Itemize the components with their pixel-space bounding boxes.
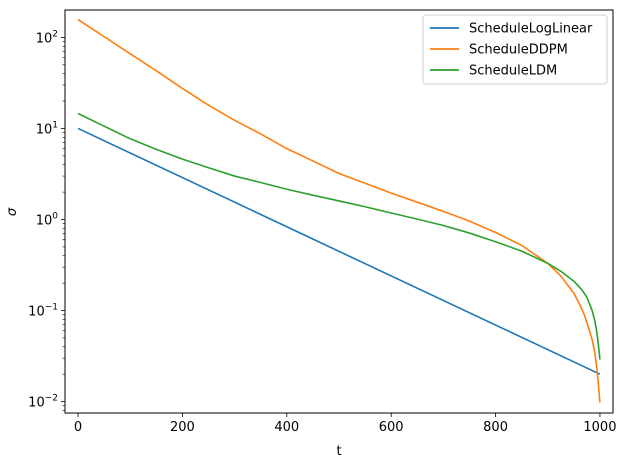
y-tick-label: 10−2 — [28, 394, 58, 411]
series-line-1 — [77, 127, 601, 375]
y-tick-label: 100 — [36, 212, 59, 229]
x-tick-label: 1000 — [583, 420, 616, 435]
y-tick-label: 10−1 — [28, 303, 58, 320]
x-axis-label: t — [336, 444, 341, 458]
series-layer — [77, 18, 601, 403]
legend-label: ScheduleDDPM — [469, 43, 568, 58]
y-tick-label: 101 — [36, 120, 58, 137]
x-tick-label: 600 — [379, 420, 404, 435]
legend: ScheduleLogLinear ScheduleDDPM ScheduleLDM — [422, 14, 608, 85]
x-tick-label: 0 — [74, 420, 82, 435]
x-axis: 0 200 400 600 800 1000 — [74, 413, 616, 435]
y-axis: 10−2 10−1 100 101 102 — [28, 29, 65, 411]
y-axis-label: σ — [5, 207, 20, 216]
plot-frame — [64, 9, 614, 414]
legend-label: ScheduleLDM — [469, 64, 557, 79]
series-line-2 — [77, 18, 601, 403]
x-tick-label: 800 — [483, 420, 508, 435]
x-tick-label: 400 — [274, 420, 299, 435]
series-line-3 — [77, 112, 601, 360]
legend-label: ScheduleLogLinear — [469, 22, 593, 37]
x-tick-label: 200 — [170, 420, 195, 435]
legend-box — [422, 14, 608, 85]
y-tick-label: 102 — [36, 29, 58, 46]
